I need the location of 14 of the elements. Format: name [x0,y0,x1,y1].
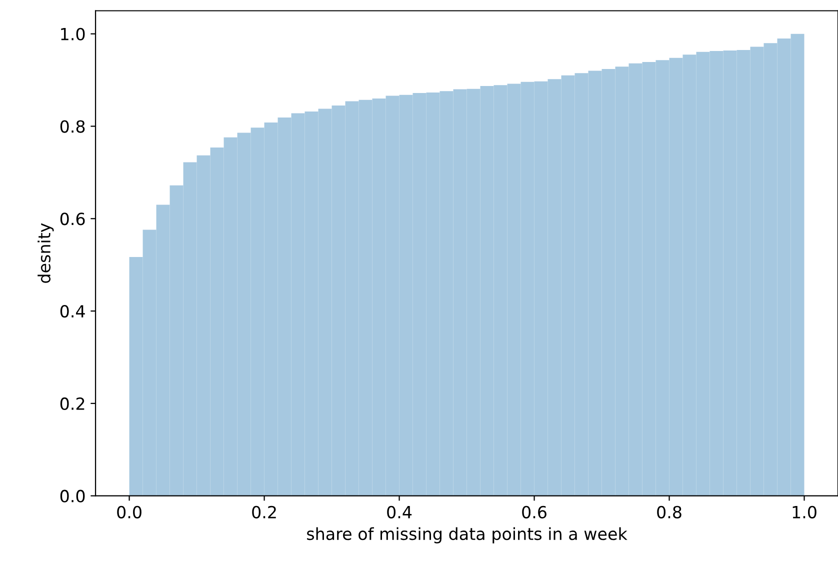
y-tick-label: 1.0 [61,28,85,40]
y-axis-title: desnity [38,223,54,283]
x-tick-label: 0.0 [117,506,142,518]
y-tick-label: 0.8 [60,120,85,133]
x-tick-label: 0.2 [252,506,276,518]
y-tick-label: 0.2 [60,397,84,410]
y-tick-label: 0.4 [60,304,85,318]
x-axis-title: share of missing data points in a week [307,527,628,544]
x-tick-label: 0.6 [522,506,546,518]
y-tick-label: 0.6 [60,212,85,226]
y-tick-label: 0.0 [60,490,85,502]
x-tick-label: 0.4 [387,506,412,518]
x-tick-label: 0.8 [657,506,682,518]
x-tick-label: 1.0 [792,506,816,518]
